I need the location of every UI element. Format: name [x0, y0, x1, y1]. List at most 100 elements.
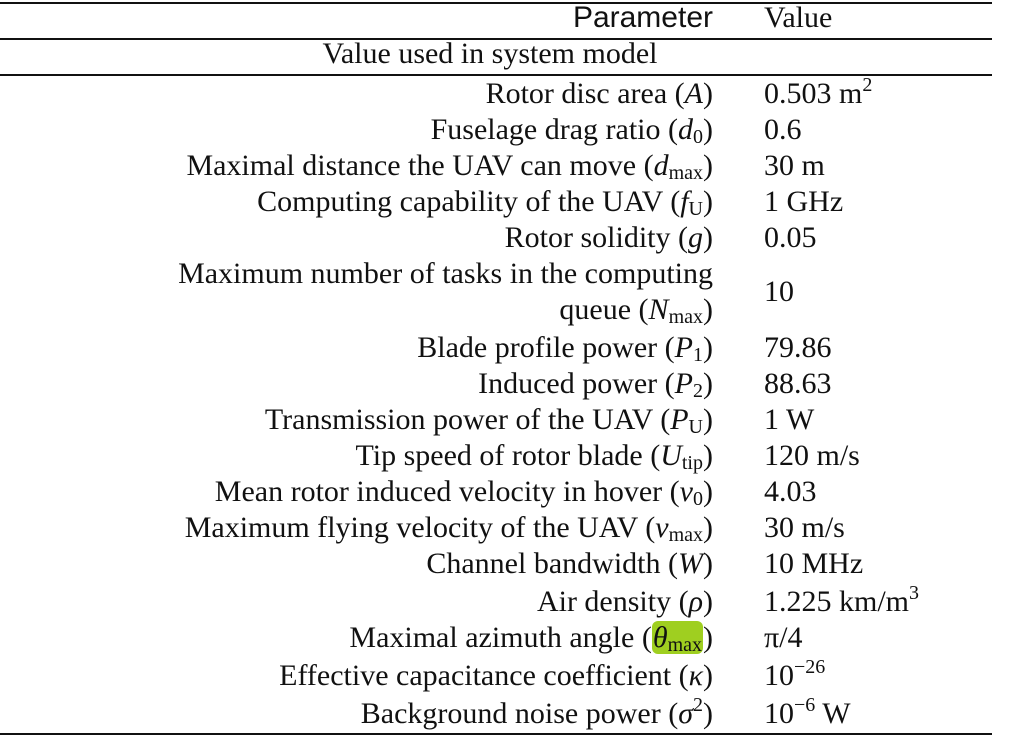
table-row: Rotor disc area (A) 0.503 m2: [0, 74, 1010, 112]
param-text: Maximal azimuth angle: [349, 621, 635, 654]
param-symbol: d: [678, 113, 693, 146]
header-parameter: Parameter: [572, 1, 713, 34]
param-subscript: 2: [693, 380, 703, 402]
value-text: 1.225 km/m: [764, 585, 910, 618]
top-rule: [0, 2, 992, 4]
param-value: 79.86: [764, 331, 832, 364]
param-text: Computing capability of the UAV: [257, 185, 663, 218]
param-value: 1.225 km/m3: [764, 582, 920, 620]
param-symbol: A: [684, 77, 703, 110]
param-label: Blade profile power (P1): [417, 331, 713, 366]
value-superscript: −26: [794, 656, 826, 678]
param-subscript: 0: [693, 488, 703, 510]
param-symbol: f: [680, 185, 689, 218]
table-row: Computing capability of the UAV (fU) 1 G…: [0, 184, 1010, 220]
param-value: 10−26: [764, 656, 826, 694]
param-subscript: tip: [681, 452, 703, 474]
table-row: Maximum flying velocity of the UAV (vmax…: [0, 510, 1010, 546]
param-label: Tip speed of rotor blade (Utip): [355, 439, 713, 474]
param-label: Induced power (P2): [478, 367, 713, 402]
table-row: Maximal distance the UAV can move (dmax)…: [0, 148, 1010, 184]
param-symbol: d: [653, 149, 669, 182]
param-text: Effective capacitance coefficient: [279, 659, 672, 692]
value-text: 10: [764, 659, 794, 692]
param-symbol: P: [670, 403, 689, 436]
param-value: 0.6: [764, 113, 802, 146]
param-label: Rotor disc area (A): [485, 77, 713, 110]
param-text: Channel bandwidth: [426, 547, 661, 580]
table-row: Tip speed of rotor blade (Utip) 120 m/s: [0, 438, 1010, 474]
param-text: Maximal distance the UAV can move: [186, 149, 637, 182]
table-row-multiline: Maximum number of tasks in the computing…: [178, 256, 713, 328]
table-row: Effective capacitance coefficient (κ) 10…: [0, 656, 1010, 694]
param-symbol: W: [678, 547, 703, 580]
param-text: Maximum flying velocity of the UAV: [184, 511, 638, 544]
header-row: Parameter Value: [0, 0, 1010, 36]
param-text: Blade profile power: [417, 331, 658, 364]
param-value: 0.503 m2: [764, 74, 873, 112]
param-symbol: U: [660, 439, 682, 472]
param-value: 10−6 W: [764, 694, 851, 732]
param-label: Mean rotor induced velocity in hover (v0…: [214, 475, 713, 510]
param-subscript: max: [668, 306, 703, 328]
param-label: Computing capability of the UAV (fU): [257, 185, 713, 220]
param-label-line2: queue (Nmax): [559, 293, 713, 328]
param-subscript: max: [668, 524, 703, 546]
param-label: Effective capacitance coefficient (κ): [279, 659, 713, 692]
param-subscript: 0: [693, 126, 703, 148]
table-row: Induced power (P2) 88.63: [0, 366, 1010, 402]
param-symbol: g: [688, 221, 703, 254]
param-superscript: 2: [693, 694, 703, 716]
table-row: Channel bandwidth (W) 10 MHz: [0, 546, 1010, 582]
param-label: Maximum flying velocity of the UAV (vmax…: [184, 511, 713, 546]
param-symbol: ρ: [688, 585, 703, 618]
highlighted-symbol: θmax: [651, 621, 703, 656]
table-row: Transmission power of the UAV (PU) 1 W: [0, 402, 1010, 438]
section-title: Value used in system model: [322, 37, 658, 70]
table-row: Air density (ρ) 1.225 km/m3: [0, 582, 1010, 620]
table-row: Fuselage drag ratio (d0) 0.6: [0, 112, 1010, 148]
param-text: Air density: [536, 585, 672, 618]
param-text: Fuselage drag ratio: [430, 113, 661, 146]
table-row: Maximal azimuth angle (θmax) π/4: [0, 620, 1010, 656]
param-text: Background noise power: [360, 697, 661, 730]
param-symbol: v: [655, 511, 669, 544]
param-label: Transmission power of the UAV (PU): [264, 403, 713, 438]
header-value: Value: [764, 1, 833, 34]
param-label: Maximal distance the UAV can move (dmax): [186, 149, 713, 184]
param-symbol: P: [674, 367, 693, 400]
param-value: 1 GHz: [764, 185, 844, 218]
param-value: 1 W: [764, 403, 815, 436]
param-subscript: max: [667, 634, 702, 656]
param-symbol: N: [648, 293, 669, 326]
value-superscript: 3: [909, 582, 920, 604]
value-text: 10: [764, 697, 794, 730]
param-value: 0.05: [764, 221, 817, 254]
param-value: 30 m: [764, 149, 825, 182]
value-superscript: −6: [794, 694, 816, 716]
param-symbol: κ: [688, 659, 703, 692]
param-text: Rotor disc area: [485, 77, 668, 110]
param-text-line2: queue: [559, 293, 632, 326]
param-subscript: U: [688, 416, 703, 438]
table-row: Rotor solidity (g) 0.05: [0, 220, 1010, 256]
param-text: Rotor solidity: [504, 221, 671, 254]
table-row: Background noise power (σ2) 10−6 W: [0, 694, 1010, 732]
param-value: 10: [764, 275, 794, 308]
param-symbol: θ: [652, 621, 668, 654]
param-symbol: v: [679, 475, 693, 508]
param-value: 10 MHz: [764, 547, 864, 580]
value-superscript: 2: [862, 74, 873, 96]
section-rule: [0, 74, 992, 76]
param-subscript: U: [688, 198, 703, 220]
param-value: 120 m/s: [764, 439, 860, 472]
value-text: 0.503 m: [764, 77, 863, 110]
bottom-rule: [0, 733, 992, 735]
param-label: Rotor solidity (g): [504, 221, 713, 254]
param-text: Tip speed of rotor blade: [355, 439, 643, 472]
param-label: Background noise power (σ2): [360, 694, 713, 730]
param-subscript: 1: [693, 344, 703, 366]
param-symbol: P: [674, 331, 693, 364]
param-text-line1: Maximum number of tasks in the computing: [178, 257, 713, 290]
param-subscript: max: [668, 162, 703, 184]
